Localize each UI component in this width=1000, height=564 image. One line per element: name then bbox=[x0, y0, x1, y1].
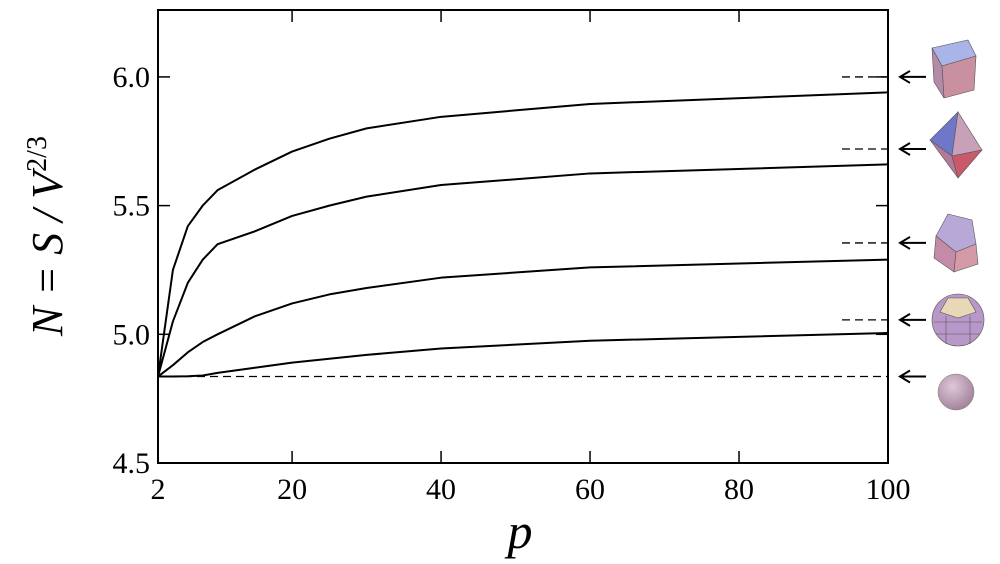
x-tick-label: 40 bbox=[426, 473, 456, 506]
arrow bbox=[898, 369, 926, 384]
plot-frame bbox=[157, 9, 889, 464]
data-line bbox=[157, 91, 889, 377]
y-axis-label: N = S / V2/3 bbox=[22, 136, 72, 337]
x-tick-label: 80 bbox=[724, 473, 754, 506]
icons bbox=[929, 39, 985, 411]
data-line bbox=[157, 163, 889, 377]
arrow bbox=[898, 142, 926, 156]
data-line bbox=[158, 332, 889, 378]
y-label-main: N = S / V bbox=[23, 167, 72, 337]
cube-icon bbox=[931, 39, 977, 99]
x-tick-label: 60 bbox=[575, 473, 605, 506]
arrow bbox=[898, 313, 926, 327]
x-tick-label: 100 bbox=[866, 473, 911, 506]
x-tick-label: 20 bbox=[277, 473, 307, 506]
y-tick-label: 6.0 bbox=[113, 61, 151, 94]
data-line bbox=[157, 258, 889, 378]
y-tick-label: 4.5 bbox=[113, 447, 151, 480]
y-tick-label: 5.5 bbox=[113, 190, 151, 223]
octahedron-icon bbox=[929, 111, 983, 179]
sphere-icon bbox=[937, 373, 975, 411]
y-label-superscript: 2/3 bbox=[22, 136, 53, 172]
dodecahedron-icon bbox=[933, 213, 979, 273]
y-tick-label: 5.0 bbox=[113, 318, 151, 351]
arrow bbox=[898, 70, 926, 84]
arrow bbox=[898, 236, 926, 250]
x-axis-label: p bbox=[505, 503, 533, 559]
polyhedron-icon bbox=[931, 293, 985, 347]
x-tick-label: 2 bbox=[151, 473, 166, 506]
